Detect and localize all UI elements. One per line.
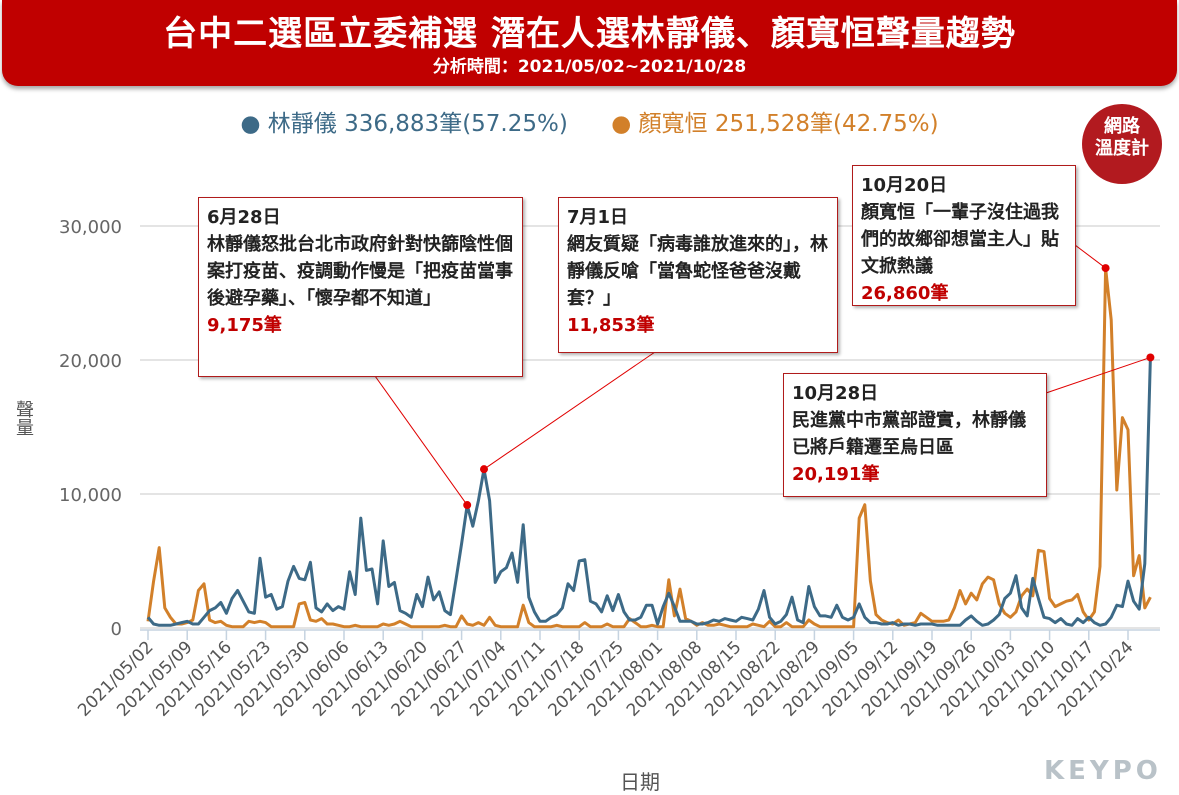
annotation-value: 11,853筆 [567, 315, 655, 336]
annotation-value: 20,191筆 [792, 464, 880, 485]
annotation-leader-line [1045, 356, 1151, 394]
annotation-leader-line [1074, 244, 1106, 269]
legend-marker-icon: ● [240, 111, 261, 137]
legend-label: 顏寬恒 251,528筆(42.75%) [638, 111, 939, 137]
annotation-leader-line [374, 375, 468, 506]
annotation-text: 顏寬恒「一輩子沒住過我們的故鄉卻想當主人」貼文掀熱議 [861, 202, 1059, 277]
annotation-text: 民進黨中市黨部證實，林靜儀已將戶籍遷至烏日區 [792, 410, 1026, 458]
annotation-text: 網友質疑「病毒誰放進來的」，林靜儀反嗆「當魯蛇怪爸爸沒戴套？」 [567, 234, 828, 309]
annotation-leader-line [483, 351, 656, 470]
network-thermometer-logo: 網路 溫度計 [1082, 104, 1162, 184]
title-banner: 台中二選區立委補選 潛在人選林靜儀、顏寬恒聲量趨勢 分析時間：2021/05/0… [2, 0, 1177, 86]
annotation-point [480, 465, 488, 474]
chart-subtitle: 分析時間：2021/05/02~2021/10/28 [432, 57, 747, 77]
annotation-value: 9,175筆 [207, 315, 282, 336]
y-tick-label: 10,000 [59, 485, 122, 506]
annotation-point [1101, 264, 1110, 273]
annotation-date: 10月20日 [861, 175, 948, 196]
annotation-0701: 7月1日 網友質疑「病毒誰放進來的」，林靜儀反嗆「當魯蛇怪爸爸沒戴套？」 11,… [558, 197, 838, 353]
annotation-value: 26,860筆 [861, 283, 949, 304]
series-line-yan [146, 266, 1152, 629]
legend: ● 林靜儀 336,883筆(57.25%) ● 顏寬恒 251,528筆(42… [0, 104, 1179, 138]
legend-item-lin[interactable]: ● 林靜儀 336,883筆(57.25%) [240, 111, 567, 137]
annotation-1028: 10月28日 民進黨中市黨部證實，林靜儀已將戶籍遷至烏日區 20,191筆 [783, 373, 1047, 497]
annotation-date: 7月1日 [567, 207, 629, 228]
x-axis-label: 日期 [620, 770, 660, 794]
y-tick-label: 20,000 [59, 351, 122, 372]
chart-title: 台中二選區立委補選 潛在人選林靜儀、顏寬恒聲量趨勢 [163, 14, 1016, 54]
annotation-date: 6月28日 [207, 207, 281, 228]
annotation-point [1146, 353, 1155, 362]
legend-marker-icon: ● [611, 111, 632, 137]
legend-item-yan[interactable]: ● 顏寬恒 251,528筆(42.75%) [611, 111, 938, 137]
y-axis-label: 聲量 [13, 400, 34, 436]
legend-label: 林靜儀 336,883筆(57.25%) [267, 111, 568, 137]
badge-line1: 網路 [1104, 116, 1140, 137]
keypo-logo: KEYPO [1044, 756, 1162, 786]
series-line-lin [146, 357, 1152, 627]
annotation-point [463, 501, 472, 510]
annotation-text: 林靜儀怒批台北市政府針對快篩陰性個案打疫苗、疫調動作慢是「把疫苗當事後避孕藥」、… [207, 234, 513, 309]
annotation-1020: 10月20日 顏寬恒「一輩子沒住過我們的故鄉卻想當主人」貼文掀熱議 26,860… [852, 165, 1076, 306]
y-tick-label: 0 [111, 619, 122, 640]
badge-line2: 溫度計 [1095, 138, 1149, 159]
annotation-0628: 6月28日 林靜儀怒批台北市政府針對快篩陰性個案打疫苗、疫調動作慢是「把疫苗當事… [198, 197, 523, 377]
annotation-date: 10月28日 [792, 383, 879, 404]
y-tick-label: 30,000 [59, 217, 122, 238]
